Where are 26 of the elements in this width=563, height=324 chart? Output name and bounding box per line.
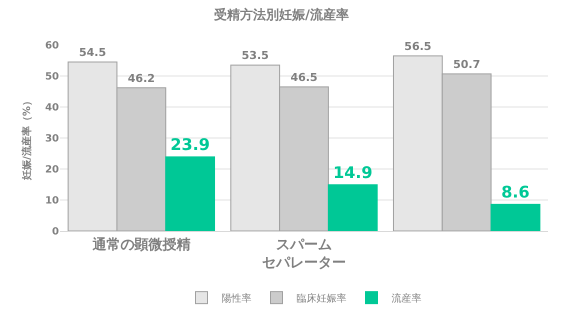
data-label: 46.2 bbox=[128, 72, 155, 85]
bar bbox=[328, 184, 378, 231]
y-axis-title: 妊娠/流産率（%） bbox=[21, 96, 34, 181]
legend-label: 陽性率 bbox=[222, 292, 252, 304]
legend-label: 流産率 bbox=[392, 292, 422, 304]
x-tick-label: スパームセパレーター bbox=[262, 236, 346, 271]
data-label: 54.5 bbox=[78, 46, 106, 60]
y-tick-label: 60 bbox=[45, 40, 60, 52]
data-label: 56.5 bbox=[404, 40, 432, 53]
data-label: 50.7 bbox=[453, 58, 480, 71]
bar bbox=[490, 204, 540, 231]
data-label: 53.5 bbox=[242, 49, 269, 62]
legend-label: 臨床妊娠率 bbox=[296, 292, 346, 304]
y-tick-label: 10 bbox=[45, 196, 60, 206]
y-tick-label: 20 bbox=[45, 164, 60, 176]
y-tick-label: 40 bbox=[45, 102, 60, 114]
data-label: 8.6 bbox=[501, 182, 530, 202]
data-label: 14.9 bbox=[333, 162, 373, 182]
y-tick-label: 50 bbox=[45, 72, 60, 82]
bar bbox=[165, 156, 216, 231]
y-tick-label: 30 bbox=[45, 134, 60, 144]
y-tick-label: 0 bbox=[52, 226, 60, 238]
x-tick-label: 通常の顕微授精 bbox=[91, 236, 190, 253]
data-label: 46.5 bbox=[290, 70, 318, 84]
chart-title: 受精方法別妊娠/流産率 bbox=[213, 6, 349, 23]
data-label: 23.9 bbox=[170, 134, 210, 154]
